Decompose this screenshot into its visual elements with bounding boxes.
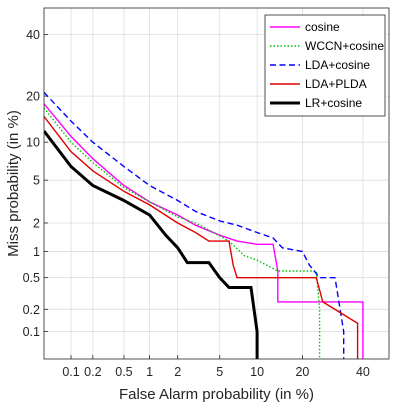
y-tick-label: 2 xyxy=(33,217,40,231)
x-tick-label: 5 xyxy=(216,365,223,379)
x-tick-label: 40 xyxy=(356,365,370,379)
x-tick-label: 0.1 xyxy=(62,365,79,379)
series-line-0 xyxy=(44,103,364,359)
y-tick-label: 0.2 xyxy=(23,303,40,317)
legend: cosine WCCN+cosine LDA+cosine LDA+PLDA LR+co… xyxy=(264,14,386,117)
x-tick-label: 0.5 xyxy=(115,365,132,379)
y-tick-label: 40 xyxy=(26,28,40,42)
y-axis-label: Miss probability (in %) xyxy=(5,110,22,257)
legend-label: LR+cosine xyxy=(305,96,362,110)
series-lines xyxy=(44,91,364,359)
x-tick-label: 0.2 xyxy=(84,365,101,379)
series-line-3 xyxy=(44,116,359,359)
series-line-1 xyxy=(44,107,321,359)
series-line-2 xyxy=(44,91,345,359)
x-tick-label: 1 xyxy=(146,365,153,379)
x-axis-label: False Alarm probability (in %) xyxy=(119,386,314,403)
y-tick-label: 20 xyxy=(26,90,40,104)
plot-frame xyxy=(43,7,390,360)
x-tick-labels: 0.1 0.2 0.5 1 2 5 10 20 40 xyxy=(62,365,370,379)
y-tick-label: 0.5 xyxy=(23,271,40,285)
x-grid-lines xyxy=(70,8,364,359)
y-tick-label: 5 xyxy=(33,174,40,188)
y-tick-label: 10 xyxy=(26,136,40,150)
y-tick-label: 1 xyxy=(33,245,40,259)
y-tick-label: 0.1 xyxy=(23,325,40,339)
x-tick-label: 20 xyxy=(295,365,309,379)
y-tick-labels: 0.1 0.2 0.5 1 2 5 10 20 40 xyxy=(23,28,40,339)
series-line-4 xyxy=(44,130,259,359)
legend-label: LDA+cosine xyxy=(305,58,370,72)
x-tick-label: 10 xyxy=(250,365,264,379)
x-tick-label: 2 xyxy=(174,365,181,379)
legend-label: WCCN+cosine xyxy=(305,39,384,53)
legend-label: cosine xyxy=(305,20,340,34)
legend-label: LDA+PLDA xyxy=(305,77,367,91)
